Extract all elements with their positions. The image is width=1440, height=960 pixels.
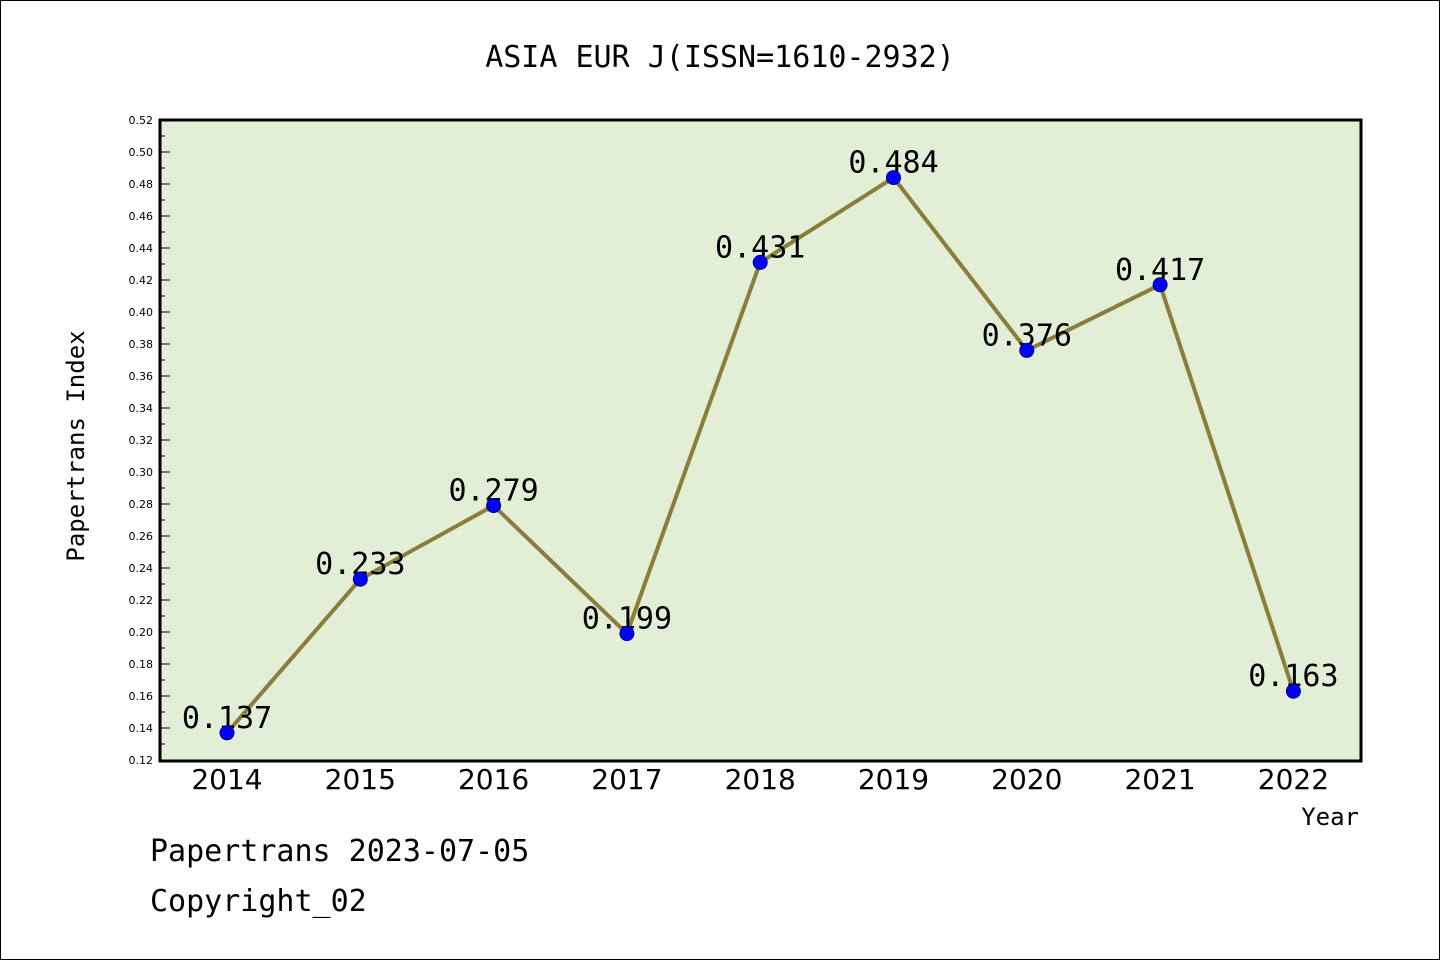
x-axis-label: Year (1301, 803, 1359, 831)
y-axis: 0.12 0.14 0.16 0.18 0.20 0.22 0.24 0.26 0.28 0.30… (129, 114, 170, 767)
y-tick-label: 0.52 (129, 114, 154, 127)
series-layer: 0.1370.2330.2790.1990.4310.4840.3760.417… (182, 146, 1339, 741)
x-tick-label: 2016 (458, 763, 529, 796)
data-point (219, 725, 235, 741)
y-tick-label: 0.12 (129, 754, 154, 767)
y-tick-label: 0.42 (129, 274, 154, 287)
x-tick-label: 2022 (1258, 763, 1329, 796)
x-tick-label: 2021 (1124, 763, 1195, 796)
y-tick-label: 0.18 (129, 658, 154, 671)
plot-area (158, 118, 1363, 763)
data-point (1285, 683, 1301, 699)
data-point (1152, 277, 1168, 293)
data-point (1019, 342, 1035, 358)
data-point (352, 571, 368, 587)
y-tick-label: 0.20 (129, 626, 154, 639)
y-tick-label: 0.48 (129, 178, 154, 191)
footer-copyright-text: Copyright_02 (150, 884, 367, 919)
y-tick-label: 0.24 (129, 562, 154, 575)
x-tick-label: 2020 (991, 763, 1062, 796)
data-point (486, 498, 502, 514)
y-tick-label: 0.30 (129, 466, 154, 479)
y-tick-label: 0.40 (129, 306, 154, 319)
y-tick-label: 0.22 (129, 594, 154, 607)
x-axis: 2014 2015 2016 2017 2018 2019 2020 2021 2022 (191, 763, 1329, 796)
data-point (619, 626, 635, 642)
y-tick-label: 0.28 (129, 498, 154, 511)
x-tick-label: 2018 (725, 763, 796, 796)
x-tick-label: 2015 (325, 763, 396, 796)
chart-title: ASIA EUR J(ISSN=1610-2932) (485, 40, 955, 75)
y-tick-label: 0.16 (129, 690, 154, 703)
footer-date-text: Papertrans 2023-07-05 (150, 834, 530, 869)
data-point (886, 170, 901, 186)
y-tick-label: 0.26 (129, 530, 154, 543)
y-axis-label: Papertrans Index (62, 330, 90, 561)
y-tick-label: 0.32 (129, 434, 154, 447)
y-tick-label: 0.44 (129, 242, 154, 255)
x-tick-label: 2019 (858, 763, 929, 796)
y-tick-label: 0.34 (129, 402, 154, 415)
y-tick-label: 0.14 (129, 722, 154, 735)
y-tick-label: 0.36 (129, 370, 154, 383)
y-tick-label: 0.38 (129, 338, 154, 351)
x-tick-label: 2017 (591, 763, 662, 796)
x-tick-label: 2014 (191, 763, 262, 796)
data-point (752, 254, 768, 270)
y-tick-label: 0.46 (129, 210, 154, 223)
y-tick-label: 0.50 (129, 146, 154, 159)
